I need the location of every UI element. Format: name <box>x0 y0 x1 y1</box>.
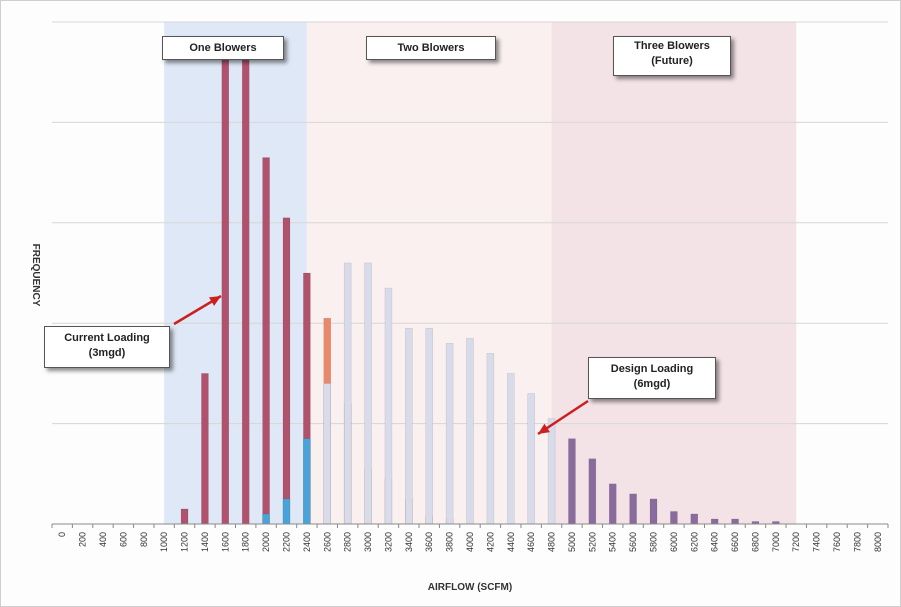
x-tick-label-4400: 4400 <box>506 532 516 552</box>
x-tick-label-1800: 1800 <box>241 532 251 552</box>
x-tick-label-6400: 6400 <box>710 532 720 552</box>
x-tick-label-400: 400 <box>98 532 108 547</box>
x-tick-labels: 0 200 400 600 800 1000 1200 1400 1600 1800 2000 220… <box>57 532 883 552</box>
bar-s4-4600 <box>527 393 535 525</box>
y-axis-title: FREQUENCY <box>30 244 41 307</box>
bar-s1-1800 <box>241 41 250 525</box>
x-tick-label-2400: 2400 <box>302 532 312 552</box>
x-tick-label-6000: 6000 <box>669 532 679 552</box>
x-tick-label-5000: 5000 <box>567 532 577 552</box>
x-tick-label-200: 200 <box>78 532 88 547</box>
one-blowers-label: One Blowers <box>162 36 284 60</box>
bar-s5-5000 <box>568 438 576 525</box>
x-tick-label-6600: 6600 <box>730 532 740 552</box>
x-tick-label-2200: 2200 <box>281 532 291 552</box>
bar-s5-6400 <box>710 518 719 525</box>
current-loading-callout: Current Loading (3mgd) <box>44 326 170 368</box>
x-tick-label-5200: 5200 <box>587 532 597 552</box>
bar-s5-6600 <box>731 518 739 525</box>
two-blowers-text: Two Blowers <box>397 42 465 54</box>
x-tick-label-3800: 3800 <box>445 532 455 552</box>
x-tick-label-1600: 1600 <box>220 532 230 552</box>
x-tick-label-4000: 4000 <box>465 532 475 552</box>
three-blowers-label: Three Blowers (Future) <box>613 36 731 76</box>
bar-s4-4200 <box>486 353 495 525</box>
bar-s1-1400 <box>201 373 209 525</box>
one-blowers-text: One Blowers <box>189 42 257 54</box>
bar-s5-5600 <box>629 493 637 525</box>
bar-s5-6000 <box>670 511 678 525</box>
bar-s4-2800 <box>343 262 352 525</box>
design-loading-arrow <box>537 399 589 436</box>
x-tick-label-3400: 3400 <box>404 532 414 552</box>
x-tick-label-2800: 2800 <box>343 532 353 552</box>
bar-s5-5800 <box>649 498 658 525</box>
bar-s5-5400 <box>608 483 617 525</box>
x-tick-label-0: 0 <box>57 532 67 537</box>
bar-s4-4800 <box>547 418 556 525</box>
x-tick-label-800: 800 <box>139 532 149 547</box>
bar-s4-3400 <box>405 327 413 525</box>
x-tick-label-6200: 6200 <box>689 532 699 552</box>
x-tick-label-600: 600 <box>118 532 128 547</box>
bar-s2-2400 <box>303 438 311 525</box>
bar-s1-1600 <box>221 56 230 525</box>
bar-s1-2000 <box>262 157 270 525</box>
x-tick-label-4600: 4600 <box>526 532 536 552</box>
current-loading-arrow <box>173 294 222 326</box>
x-tick-label-1200: 1200 <box>180 532 190 552</box>
bar-s4-2600 <box>323 383 332 525</box>
two-blowers-label: Two Blowers <box>366 36 496 60</box>
bar-s2-2200 <box>282 498 291 525</box>
x-tick-label-2600: 2600 <box>322 532 332 552</box>
x-tick-label-1000: 1000 <box>159 532 169 552</box>
x-tick-label-6800: 6800 <box>750 532 760 552</box>
x-tick-label-7200: 7200 <box>791 532 801 552</box>
current-loading-mgd: (3mgd) <box>88 347 126 359</box>
x-tick-label-7800: 7800 <box>852 532 862 552</box>
bar-s4-3600 <box>425 327 433 525</box>
bar-s2-2000 <box>262 513 270 525</box>
annotation-arrows <box>173 294 589 436</box>
x-tick-label-7600: 7600 <box>832 532 842 552</box>
x-tick-label-2000: 2000 <box>261 532 271 552</box>
x-tick-label-1400: 1400 <box>200 532 210 552</box>
bar-s4-3200 <box>384 287 393 525</box>
x-tick-label-5600: 5600 <box>628 532 638 552</box>
x-tick-label-4800: 4800 <box>547 532 557 552</box>
bar-s5-6200 <box>690 513 699 525</box>
bar-s4-4400 <box>507 373 515 525</box>
x-tick-label-3600: 3600 <box>424 532 434 552</box>
x-tick-label-3000: 3000 <box>363 532 373 552</box>
x-axis-title: AIRFLOW (SCFM) <box>428 582 512 593</box>
blower-regions <box>164 22 797 524</box>
bar-s4-3800 <box>445 343 454 525</box>
bar-s5-5200 <box>588 458 597 525</box>
x-tick-label-5800: 5800 <box>649 532 659 552</box>
x-tick-label-7400: 7400 <box>812 532 822 552</box>
x-tick-label-5400: 5400 <box>608 532 618 552</box>
design-loading-callout: Design Loading (6mgd) <box>588 357 716 399</box>
bar-s4-3000 <box>364 262 372 525</box>
design-loading-text: Design Loading <box>610 363 694 375</box>
x-tick-label-4200: 4200 <box>485 532 495 552</box>
x-tick-label-8000: 8000 <box>873 532 883 552</box>
x-tick-label-7000: 7000 <box>771 532 781 552</box>
three-blowers-text: Three Blowers <box>634 40 710 52</box>
bar-s4-4000 <box>466 338 474 525</box>
x-tick-label-3200: 3200 <box>383 532 393 552</box>
x-axis <box>51 523 889 528</box>
current-loading-text: Current Loading <box>64 332 150 344</box>
design-loading-mgd: (6mgd) <box>633 378 671 390</box>
bar-s1-1200 <box>180 508 189 525</box>
bar-s1-2200 <box>282 217 291 525</box>
region-3 <box>551 22 797 524</box>
three-blowers-future-text: (Future) <box>651 55 693 67</box>
